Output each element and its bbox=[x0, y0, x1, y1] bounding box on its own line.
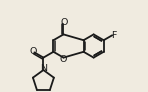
Text: O: O bbox=[60, 18, 68, 27]
Text: O: O bbox=[59, 55, 67, 64]
Text: O: O bbox=[30, 47, 37, 56]
Text: N: N bbox=[40, 64, 47, 73]
Text: F: F bbox=[111, 31, 116, 40]
